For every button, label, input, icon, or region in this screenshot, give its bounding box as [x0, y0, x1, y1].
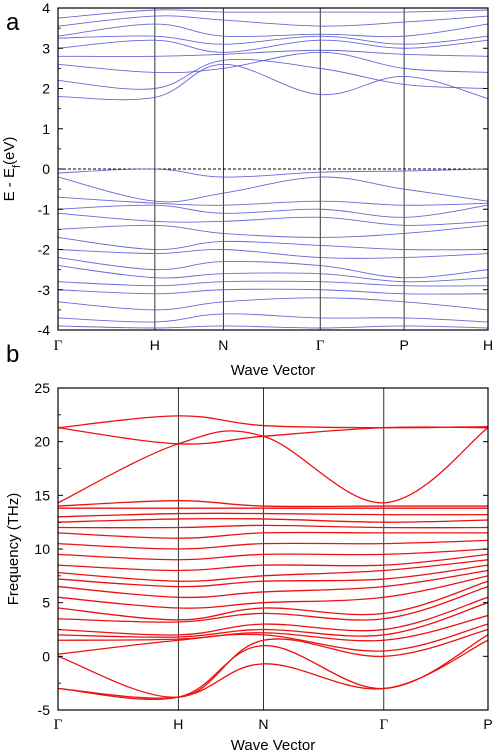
band-17: [58, 257, 488, 279]
band-5: [58, 602, 488, 638]
phonon-dispersion-panel: b -5 0 5 10 15 20 25 Γ H N Γ P Wave Vector Frequency (…: [5, 341, 493, 754]
band-24: [58, 415, 488, 429]
y-tick-label: 0: [42, 161, 50, 177]
band-22: [58, 313, 488, 323]
band-15: [58, 539, 488, 550]
band-12: [58, 204, 488, 218]
band-6: [58, 23, 488, 38]
band-7: [58, 15, 488, 27]
k-point-label: Γ: [54, 717, 63, 733]
y-tick-label: 2: [42, 81, 50, 97]
x-axis-title: Wave Vector: [231, 362, 315, 379]
band-lines: [58, 415, 488, 700]
k-point-label: N: [218, 337, 228, 353]
band-12: [58, 559, 488, 582]
band-2: [58, 51, 488, 74]
y-tick-label: -3: [38, 282, 51, 298]
band-13: [58, 212, 488, 226]
y-tick-label: -1: [38, 201, 51, 217]
band-2: [58, 628, 488, 698]
electronic-band-structure-panel: a -4 -3 -2 -1 0 1 2 3 4 Γ H N Γ P H Wave Vector E - Ef(eV…: [1, 0, 493, 379]
plot-frame: [57, 387, 489, 711]
band-0: [58, 639, 488, 699]
band-11: [58, 196, 488, 206]
y-tick-label: 15: [34, 487, 50, 503]
band-21: [58, 297, 488, 311]
k-point-label: Γ: [379, 717, 388, 733]
k-point-label: H: [150, 337, 160, 353]
band-4: [58, 39, 488, 53]
band-9: [58, 575, 488, 609]
band-19: [58, 280, 488, 287]
panel-label: a: [6, 9, 20, 36]
y-tick-label: 3: [42, 40, 50, 56]
band-14: [58, 224, 488, 238]
band-22: [58, 427, 488, 504]
band-8: [58, 9, 488, 19]
y-tick-label: -4: [38, 322, 51, 338]
band-18: [58, 265, 488, 283]
y-tick-label: 4: [42, 0, 50, 16]
band-1: [58, 58, 488, 90]
band-16: [58, 248, 488, 259]
band-17: [58, 524, 488, 529]
band-10: [58, 176, 488, 203]
x-axis-title: Wave Vector: [231, 737, 315, 754]
band-1: [58, 634, 488, 700]
y-tick-label: 1: [42, 121, 50, 137]
y-tick-label: 0: [42, 648, 50, 664]
y-axis-title: Frequency (THz): [5, 493, 22, 606]
y-axis-title: E - Ef(eV): [1, 137, 23, 202]
band-23: [58, 426, 488, 445]
band-11: [58, 564, 488, 588]
band-20: [58, 288, 488, 295]
y-tick-label: 5: [42, 595, 50, 611]
y-tick-label: -2: [38, 242, 51, 258]
band-14: [58, 548, 488, 561]
band-8: [58, 580, 488, 621]
band-19: [58, 512, 488, 518]
y-tick-label: 10: [34, 541, 50, 557]
k-point-label: Γ: [54, 338, 63, 354]
band-15: [58, 236, 488, 251]
band-21: [58, 500, 488, 508]
band-lines: [58, 9, 488, 329]
band-18: [58, 517, 488, 523]
band-9: [58, 168, 488, 178]
k-point-label: P: [399, 337, 408, 353]
band-0: [58, 63, 488, 101]
band-4: [58, 614, 488, 642]
k-point-label: N: [258, 716, 268, 732]
y-tick-label: -5: [38, 702, 51, 718]
k-point-label: H: [483, 337, 493, 353]
y-tick-label: 20: [34, 434, 50, 450]
panel-label: b: [6, 341, 19, 368]
band-5: [58, 35, 488, 45]
band-13: [58, 553, 488, 572]
y-tick-label: 25: [34, 380, 50, 396]
k-point-label: H: [173, 716, 183, 732]
band-16: [58, 531, 488, 539]
band-3: [58, 49, 488, 57]
band-10: [58, 569, 488, 599]
band-23: [58, 325, 488, 329]
k-point-label: Γ: [316, 338, 325, 354]
band-3: [58, 623, 488, 655]
band-6: [58, 596, 488, 636]
band-7: [58, 585, 488, 623]
k-point-label: P: [483, 716, 492, 732]
